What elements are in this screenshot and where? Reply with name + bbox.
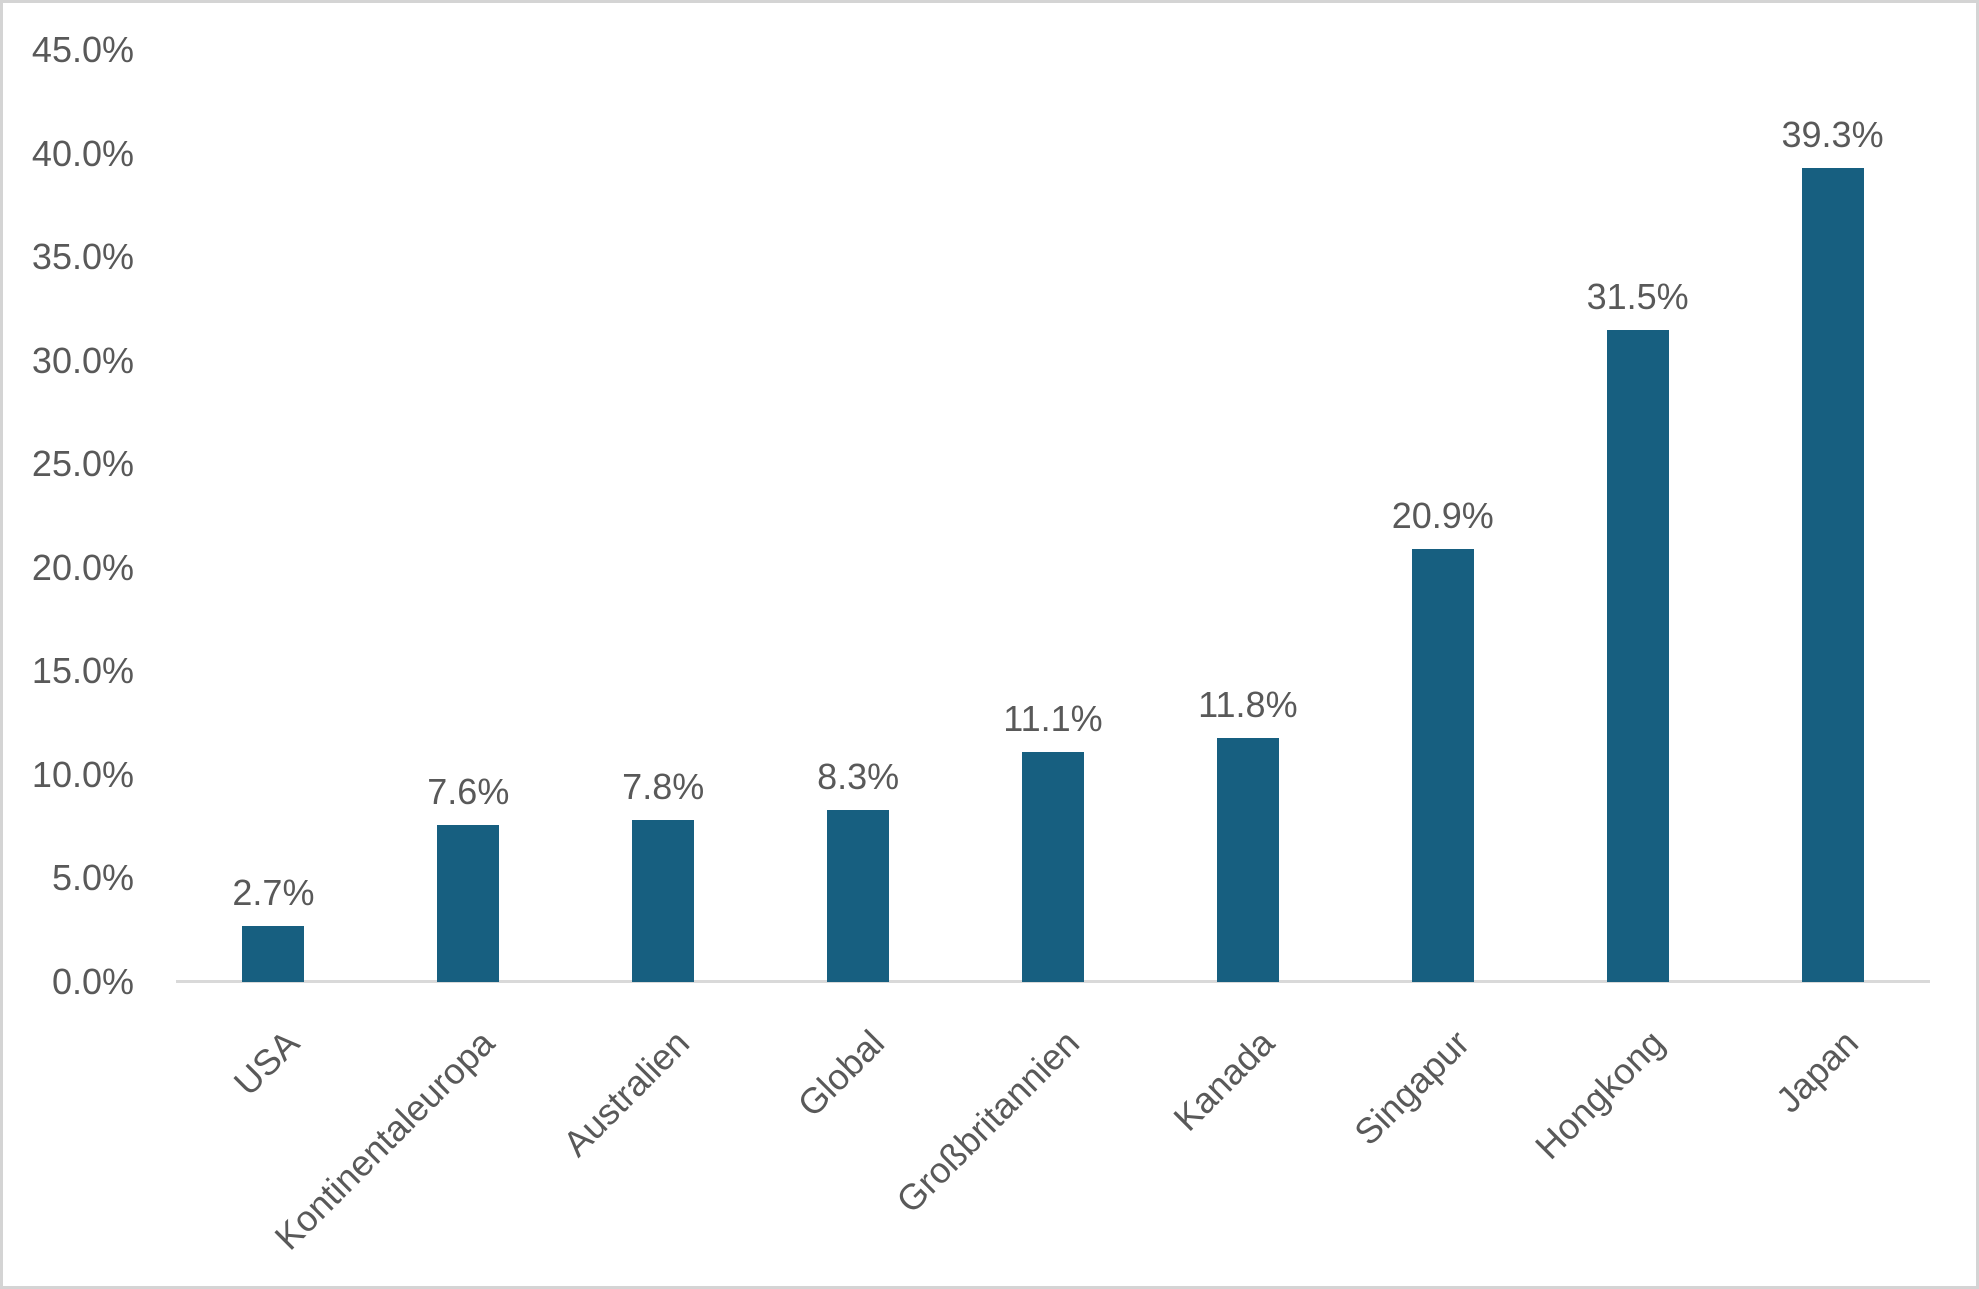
y-axis-tick-label: 15.0% bbox=[31, 650, 134, 692]
y-axis-tick-label: 5.0% bbox=[51, 857, 134, 899]
bar-Singapur bbox=[1411, 549, 1474, 982]
y-axis-tick-label: 40.0% bbox=[31, 132, 134, 174]
bar-value-label: 20.9% bbox=[1391, 495, 1494, 537]
bar-slot: 39.3% bbox=[1735, 50, 1930, 982]
x-axis-category-label: Kontinentaleuropa bbox=[266, 1022, 503, 1258]
bar-Großbritannien bbox=[1021, 752, 1084, 982]
x-axis-category-label: Kanada bbox=[1165, 1022, 1282, 1139]
bar-slot: 7.6% bbox=[371, 50, 566, 982]
y-axis-tick-label: 25.0% bbox=[31, 443, 134, 485]
bar-value-label: 2.7% bbox=[232, 872, 315, 914]
bar-Australien bbox=[632, 820, 695, 982]
x-axis-category-label: Global bbox=[789, 1022, 893, 1125]
bar-Japan bbox=[1801, 168, 1864, 982]
bar-slot: 11.8% bbox=[1150, 50, 1345, 982]
bar-Hongkong bbox=[1606, 329, 1669, 982]
bar-USA bbox=[242, 926, 305, 982]
plot-area: 2.7% 7.6% 7.8% 8.3% 11.1% 11.8% 20.9% 31.5% 39.3… bbox=[176, 50, 1930, 983]
x-axis-category-label: Australien bbox=[555, 1022, 698, 1165]
bar-value-label: 31.5% bbox=[1586, 275, 1689, 317]
bar-value-label: 7.8% bbox=[622, 766, 705, 808]
x-axis-category-label: Singapur bbox=[1345, 1022, 1477, 1153]
bar-slot: 31.5% bbox=[1540, 50, 1735, 982]
bar-slot: 8.3% bbox=[761, 50, 956, 982]
bar-value-label: 11.1% bbox=[1003, 698, 1103, 740]
bar-Global bbox=[827, 810, 890, 982]
y-axis-tick-label: 10.0% bbox=[31, 753, 134, 795]
bar-slot: 7.8% bbox=[566, 50, 761, 982]
bar-value-label: 39.3% bbox=[1781, 114, 1884, 156]
bar-slot: 11.1% bbox=[956, 50, 1151, 982]
y-axis-tick-label: 35.0% bbox=[31, 236, 134, 278]
bar-Kontinentaleuropa bbox=[437, 824, 500, 982]
x-axis-category-label: Großbritannien bbox=[888, 1022, 1087, 1221]
bar-slot: 2.7% bbox=[176, 50, 371, 982]
bar-slot: 20.9% bbox=[1345, 50, 1540, 982]
x-axis-category-label: USA bbox=[226, 1022, 308, 1104]
y-axis-tick-label: 0.0% bbox=[51, 961, 134, 1002]
x-axis-category-label: Japan bbox=[1768, 1022, 1867, 1121]
bar-value-label: 8.3% bbox=[817, 756, 900, 798]
y-axis-tick-label: 20.0% bbox=[31, 546, 134, 588]
bar-value-label: 11.8% bbox=[1198, 683, 1298, 725]
x-axis-category-label: Hongkong bbox=[1526, 1022, 1672, 1168]
bar-Kanada bbox=[1216, 737, 1279, 982]
y-axis-tick-label: 45.0% bbox=[31, 29, 134, 70]
bar-value-label: 7.6% bbox=[427, 770, 510, 812]
y-axis-tick-label: 30.0% bbox=[31, 339, 134, 381]
